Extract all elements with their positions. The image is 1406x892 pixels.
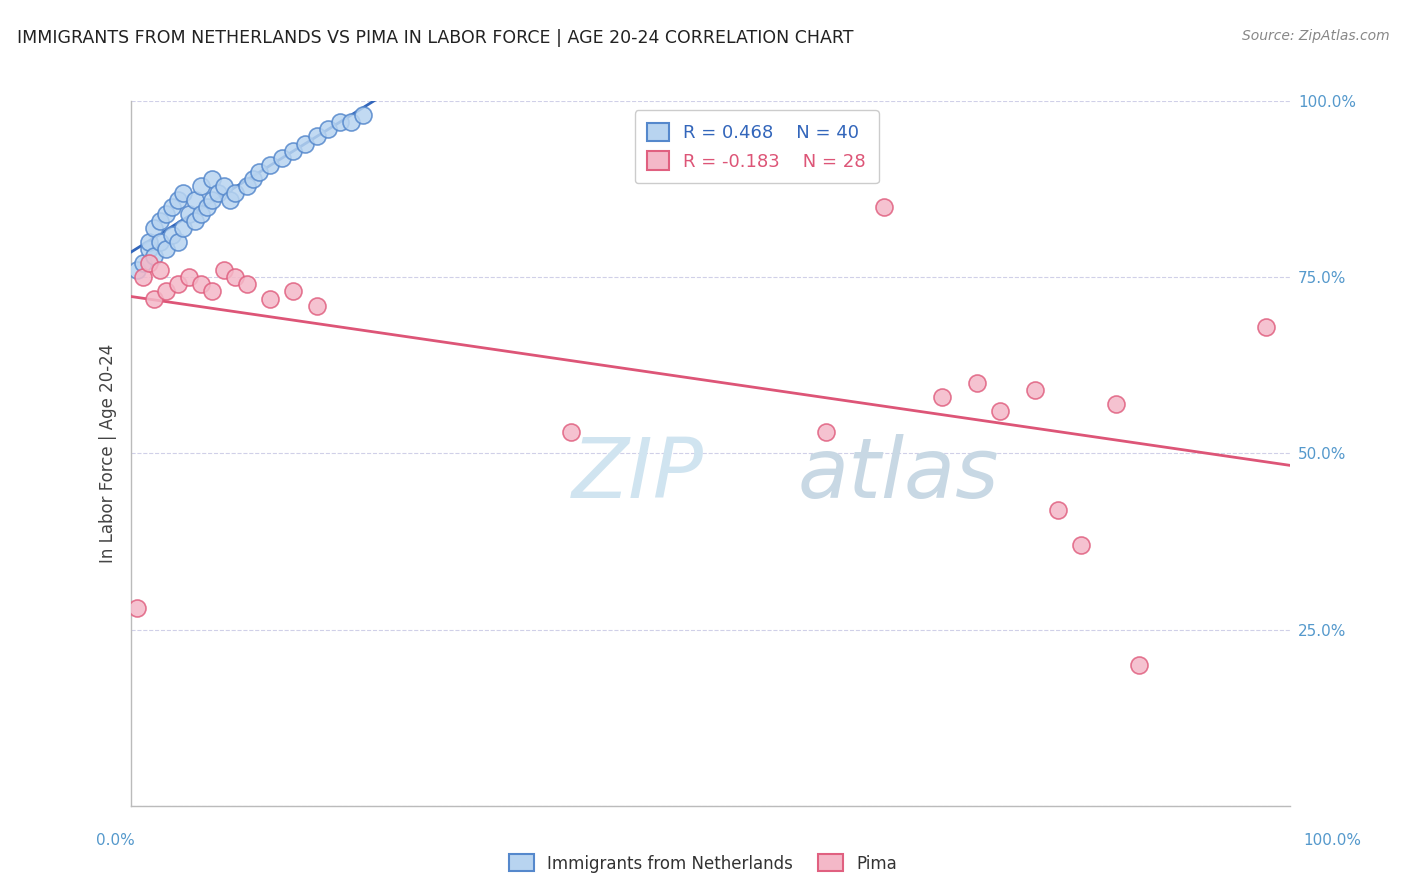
Point — [873, 200, 896, 214]
Point — [224, 186, 246, 200]
Point — [352, 108, 374, 122]
Point — [283, 285, 305, 299]
Point — [166, 235, 188, 249]
Text: Source: ZipAtlas.com: Source: ZipAtlas.com — [1241, 29, 1389, 43]
Point — [143, 221, 166, 235]
Point — [329, 115, 352, 129]
Point — [218, 193, 240, 207]
Legend: Immigrants from Netherlands, Pima: Immigrants from Netherlands, Pima — [502, 847, 904, 880]
Point — [340, 115, 363, 129]
Point — [270, 151, 292, 165]
Point — [931, 390, 953, 404]
Point — [1070, 538, 1092, 552]
Point — [1128, 657, 1150, 672]
Point — [149, 214, 172, 228]
Point — [201, 193, 224, 207]
Point — [305, 129, 328, 144]
Point — [190, 277, 212, 292]
Legend: R = 0.468    N = 40, R = -0.183    N = 28: R = 0.468 N = 40, R = -0.183 N = 28 — [634, 111, 879, 184]
Text: 100.0%: 100.0% — [1303, 833, 1361, 847]
Point — [172, 186, 194, 200]
Point — [242, 171, 264, 186]
Point — [560, 425, 582, 440]
Point — [160, 228, 183, 243]
Point — [201, 285, 224, 299]
Point — [138, 235, 160, 249]
Text: IMMIGRANTS FROM NETHERLANDS VS PIMA IN LABOR FORCE | AGE 20-24 CORRELATION CHART: IMMIGRANTS FROM NETHERLANDS VS PIMA IN L… — [17, 29, 853, 46]
Text: ZIP: ZIP — [571, 434, 703, 515]
Point — [172, 221, 194, 235]
Point — [125, 601, 148, 615]
Point — [1024, 383, 1046, 397]
Point — [166, 277, 188, 292]
Point — [224, 270, 246, 285]
Point — [179, 207, 201, 221]
Point — [179, 270, 201, 285]
Point — [190, 207, 212, 221]
Point — [236, 277, 259, 292]
Point — [143, 292, 166, 306]
Point — [966, 376, 988, 390]
Point — [305, 299, 328, 313]
Point — [132, 256, 155, 270]
Point — [190, 178, 212, 193]
Point — [143, 249, 166, 263]
Point — [160, 200, 183, 214]
Point — [294, 136, 316, 151]
Point — [815, 425, 838, 440]
Text: 0.0%: 0.0% — [96, 833, 135, 847]
Point — [155, 285, 177, 299]
Point — [155, 242, 177, 256]
Point — [236, 178, 259, 193]
Point — [184, 193, 207, 207]
Point — [1256, 319, 1278, 334]
Point — [184, 214, 207, 228]
Point — [259, 292, 281, 306]
Point — [155, 207, 177, 221]
Text: atlas: atlas — [797, 434, 998, 515]
Point — [149, 263, 172, 277]
Y-axis label: In Labor Force | Age 20-24: In Labor Force | Age 20-24 — [100, 343, 117, 563]
Point — [149, 235, 172, 249]
Point — [247, 165, 270, 179]
Point — [1046, 503, 1069, 517]
Point — [195, 200, 218, 214]
Point — [316, 122, 339, 136]
Point — [259, 158, 281, 172]
Point — [138, 256, 160, 270]
Point — [132, 270, 155, 285]
Point — [988, 404, 1011, 418]
Point — [201, 171, 224, 186]
Point — [212, 263, 235, 277]
Point — [212, 178, 235, 193]
Point — [166, 193, 188, 207]
Point — [283, 144, 305, 158]
Point — [1105, 397, 1128, 411]
Point — [207, 186, 229, 200]
Point — [125, 263, 148, 277]
Point — [138, 242, 160, 256]
